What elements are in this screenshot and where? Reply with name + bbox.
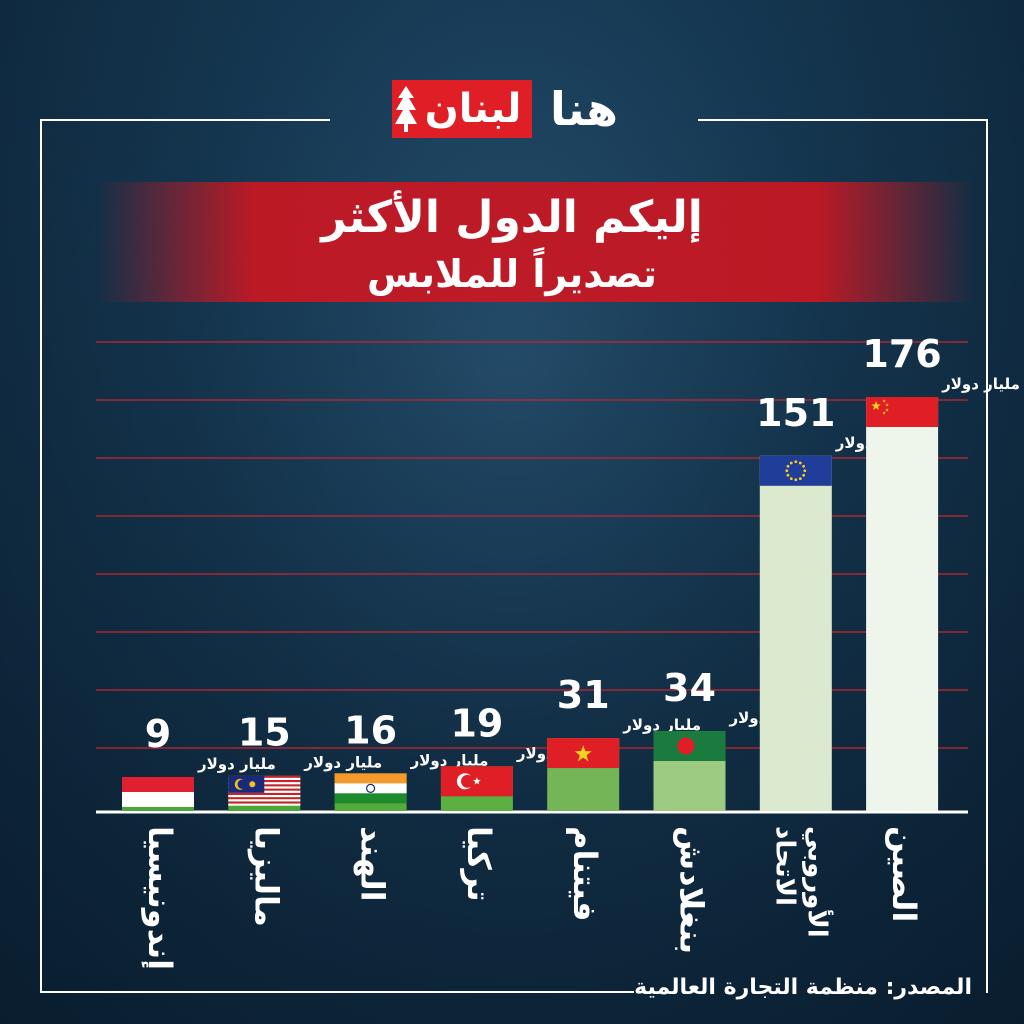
india-flag-icon bbox=[334, 773, 407, 804]
category-label: تركيا bbox=[460, 826, 498, 902]
unit-label: مليار دولار bbox=[303, 754, 382, 772]
unit-label: مليار دولار bbox=[410, 751, 489, 769]
value-label: 9 bbox=[145, 712, 171, 756]
category-label: بنغلادش bbox=[673, 826, 711, 954]
category-label: الاتحاد bbox=[769, 826, 799, 906]
category-label: ماليزيا bbox=[247, 826, 285, 927]
value-label: 31 bbox=[557, 673, 610, 717]
value-label: 151 bbox=[756, 391, 835, 435]
title-band bbox=[96, 182, 976, 302]
title-line-2: تصديراً للملابس bbox=[367, 252, 657, 296]
logo-red-text: لبنان bbox=[424, 86, 522, 132]
title-line-1: إليكم الدول الأكثر bbox=[321, 192, 703, 243]
frame-bottom-line bbox=[40, 991, 634, 993]
bar bbox=[866, 397, 939, 811]
value-label: 15 bbox=[238, 711, 291, 755]
frame-right-line bbox=[986, 119, 988, 993]
category-label: الصين bbox=[885, 826, 923, 922]
malaysia-flag-icon bbox=[228, 775, 301, 806]
source-note: المصدر: منظمة التجارة العالمية bbox=[634, 975, 972, 1000]
category-label: الأوروبي bbox=[801, 826, 833, 938]
unit-label: مليار دولار bbox=[622, 716, 701, 734]
value-label: 34 bbox=[663, 666, 716, 710]
bar bbox=[759, 455, 832, 811]
brand-logo: لبنان هنا bbox=[392, 76, 634, 142]
china-flag-icon bbox=[866, 397, 939, 427]
frame-top-right-line bbox=[698, 119, 988, 121]
cedar-icon bbox=[395, 86, 417, 132]
value-label: 16 bbox=[344, 708, 397, 752]
bangladesh-flag-icon bbox=[653, 731, 726, 762]
frame-left-line bbox=[40, 119, 42, 993]
eu-flag-icon bbox=[759, 455, 832, 486]
unit-label: مليار دولار bbox=[197, 755, 276, 773]
logo-red-block: لبنان bbox=[392, 80, 532, 138]
logo-white-text: هنا bbox=[550, 82, 618, 136]
unit-label: مليار دولار bbox=[941, 375, 1020, 393]
value-label: 19 bbox=[450, 701, 503, 745]
frame-top-left-line bbox=[40, 119, 330, 121]
category-label: إندونيسيا bbox=[140, 826, 179, 970]
value-label: 176 bbox=[862, 332, 941, 376]
category-label: فيتنام bbox=[566, 826, 604, 922]
vietnam-flag-icon bbox=[547, 738, 620, 769]
turkey-flag-icon bbox=[440, 766, 513, 797]
category-label: الهند bbox=[354, 826, 392, 902]
indonesia-flag-icon bbox=[122, 777, 194, 807]
